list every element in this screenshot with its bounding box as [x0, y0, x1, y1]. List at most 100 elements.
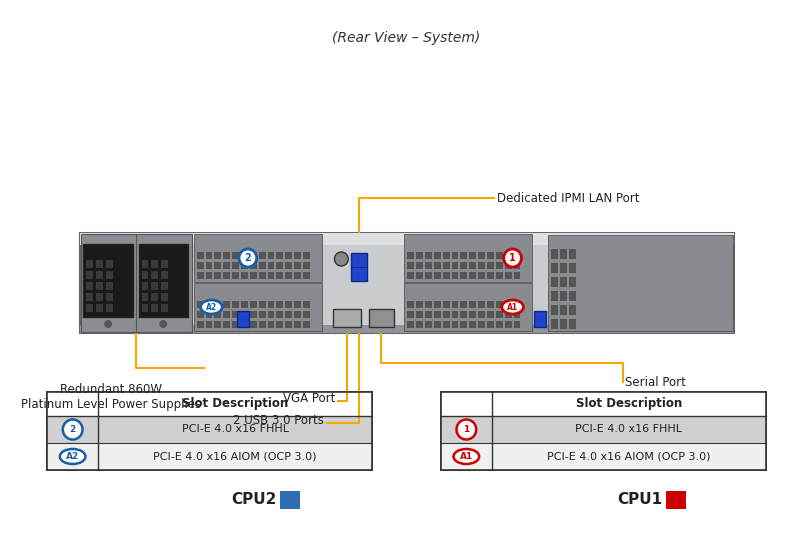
Bar [276, 321, 283, 328]
Bar [451, 272, 458, 279]
Bar [334, 309, 361, 327]
Bar [106, 282, 113, 290]
Bar [106, 293, 113, 301]
Bar [434, 301, 441, 308]
Bar [47, 416, 372, 443]
Bar [294, 311, 301, 318]
Bar [197, 301, 203, 308]
Bar [451, 311, 458, 318]
Circle shape [457, 420, 476, 439]
Bar [407, 272, 414, 279]
Bar [505, 262, 512, 269]
Bar [286, 301, 292, 308]
Bar [461, 321, 467, 328]
Text: Redundant 860W
Platinum Level Power Supplies: Redundant 860W Platinum Level Power Supp… [21, 383, 201, 411]
Bar [407, 252, 414, 259]
Text: PCI-E 4.0 x16 AIOM (OCP 3.0): PCI-E 4.0 x16 AIOM (OCP 3.0) [547, 452, 710, 461]
Bar [241, 311, 248, 318]
Bar [206, 321, 213, 328]
Bar [258, 262, 266, 269]
Bar [425, 262, 432, 269]
Bar [560, 305, 566, 315]
Bar [407, 321, 414, 328]
Bar [425, 252, 432, 259]
Bar [461, 252, 467, 259]
Bar [487, 321, 494, 328]
Text: PCI-E 4.0 x16 AIOM (OCP 3.0): PCI-E 4.0 x16 AIOM (OCP 3.0) [154, 452, 317, 461]
Bar [441, 416, 766, 443]
Bar [478, 311, 485, 318]
Bar [96, 271, 103, 279]
Bar [47, 443, 372, 470]
Bar [142, 304, 149, 312]
Bar [470, 301, 476, 308]
Bar [560, 263, 566, 273]
Bar [551, 291, 558, 301]
Bar [276, 272, 283, 279]
Bar [83, 244, 133, 317]
Bar [451, 262, 458, 269]
Bar [560, 249, 566, 259]
Bar [416, 252, 423, 259]
Text: 1: 1 [463, 425, 470, 434]
Bar [461, 272, 467, 279]
Bar [294, 321, 301, 328]
Bar [151, 282, 158, 290]
Bar [551, 249, 558, 259]
Bar [267, 301, 274, 308]
Bar [232, 311, 239, 318]
Bar [86, 304, 94, 312]
Text: VGA Port: VGA Port [283, 391, 335, 404]
Bar [551, 263, 558, 273]
Bar [162, 304, 168, 312]
Bar [96, 282, 103, 290]
Circle shape [239, 249, 257, 267]
Bar [194, 283, 322, 331]
Bar [425, 321, 432, 328]
Bar [286, 272, 292, 279]
Bar [434, 252, 441, 259]
Bar [303, 301, 310, 308]
Bar [514, 272, 521, 279]
Bar [470, 311, 476, 318]
Bar [162, 260, 168, 268]
Bar [505, 321, 512, 328]
Bar [47, 392, 372, 470]
Bar [442, 311, 450, 318]
Bar [197, 272, 203, 279]
Bar [267, 252, 274, 259]
Bar [496, 262, 502, 269]
Bar [451, 321, 458, 328]
Bar [250, 311, 257, 318]
Bar [197, 252, 203, 259]
Bar [162, 282, 168, 290]
Bar [303, 252, 310, 259]
Bar [258, 301, 266, 308]
Bar [569, 319, 575, 329]
Bar [86, 271, 94, 279]
Bar [276, 311, 283, 318]
Bar [569, 263, 575, 273]
Bar [223, 272, 230, 279]
Bar [286, 252, 292, 259]
Bar [425, 311, 432, 318]
Bar [478, 301, 485, 308]
Bar [294, 252, 301, 259]
Bar [478, 252, 485, 259]
Text: CPU2: CPU2 [231, 493, 276, 507]
Bar [79, 233, 734, 245]
Bar [286, 262, 292, 269]
Text: 2: 2 [70, 425, 76, 434]
Text: A1: A1 [507, 302, 518, 311]
Bar [206, 272, 213, 279]
Bar [197, 311, 203, 318]
Bar [461, 311, 467, 318]
Text: PCI-E 4.0 x16 FHHL: PCI-E 4.0 x16 FHHL [182, 425, 289, 435]
Bar [214, 272, 222, 279]
Bar [241, 321, 248, 328]
Bar [425, 272, 432, 279]
Bar [425, 301, 432, 308]
Circle shape [63, 420, 82, 439]
Bar [441, 392, 766, 416]
Bar [303, 262, 310, 269]
